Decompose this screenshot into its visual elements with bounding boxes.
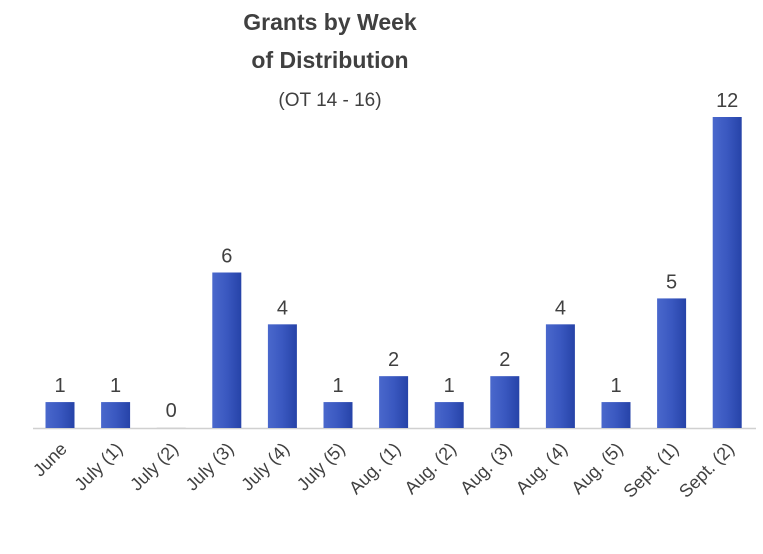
data-label: 12 [716, 90, 738, 112]
bar-july-4 [267, 324, 297, 428]
bar-sept-1 [657, 298, 687, 428]
bar-july-5 [323, 402, 353, 428]
data-label: 0 [166, 400, 177, 422]
data-label: 6 [221, 246, 232, 268]
x-tick-label: Aug. (5) [567, 439, 626, 498]
x-tick-label: Aug. (2) [401, 439, 460, 498]
data-label: 5 [666, 271, 677, 293]
x-tick-label: June [29, 439, 71, 481]
data-label: 4 [555, 297, 566, 319]
x-tick-label: July (1) [71, 439, 127, 495]
data-label: 2 [499, 349, 510, 371]
x-tick-label: Aug. (4) [512, 439, 571, 498]
chart-title-line-2: of Distribution [251, 47, 408, 73]
chart-title-line-1: Grants by Week [243, 9, 417, 35]
data-label: 1 [54, 375, 65, 397]
bar-june [45, 402, 75, 428]
data-label: 2 [388, 349, 399, 371]
data-label: 1 [610, 375, 621, 397]
data-label: 1 [444, 375, 455, 397]
x-tick-label: Sept. (2) [675, 439, 738, 502]
x-tick-label: Aug. (3) [456, 439, 515, 498]
bar-aug-4 [545, 324, 575, 428]
bar-july-2 [156, 427, 186, 428]
x-tick-label: July (2) [126, 439, 182, 495]
chart-subtitle: (OT 14 - 16) [278, 90, 381, 111]
x-tick-label: July (3) [182, 439, 238, 495]
bar-july-3 [212, 272, 242, 428]
data-label: 4 [277, 297, 288, 319]
bar-aug-3 [490, 376, 520, 428]
bar-july-1 [101, 402, 131, 428]
bar-aug-2 [434, 402, 464, 428]
x-tick-label: July (4) [237, 439, 293, 495]
x-tick-label: July (5) [293, 439, 349, 495]
data-label: 1 [332, 375, 343, 397]
bar-aug-1 [379, 376, 409, 428]
data-label: 1 [110, 375, 121, 397]
x-tick-label: Sept. (1) [619, 439, 682, 502]
x-tick-label: Aug. (1) [345, 439, 404, 498]
bar-sept-2 [712, 117, 742, 428]
bar-aug-5 [601, 402, 631, 428]
